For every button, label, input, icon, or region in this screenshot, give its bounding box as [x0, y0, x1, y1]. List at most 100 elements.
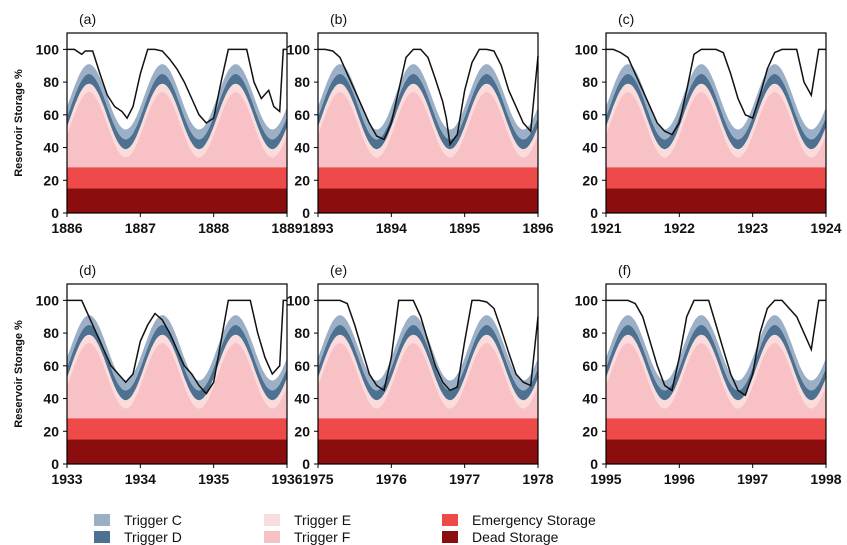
trigger-c-band	[606, 64, 826, 140]
dead-storage-band	[67, 439, 287, 464]
trigger-c-band	[318, 64, 538, 140]
y-tick-label: 40	[43, 140, 59, 156]
x-tick-label: 1996	[664, 471, 695, 487]
y-tick-label: 80	[294, 325, 310, 341]
panel-label: (d)	[79, 262, 96, 278]
panel-d: 0 20 40 60 80 100 1933 1934 1935 1936 (d) Reservoir…	[13, 262, 303, 487]
plot-frame	[317, 283, 539, 465]
trigger-c-band	[67, 64, 287, 140]
x-tick-label: 1978	[522, 471, 553, 487]
y-tick-label: 80	[294, 74, 310, 90]
storage-line	[606, 299, 826, 397]
trigger-f-band	[67, 342, 287, 419]
y-tick-label: 100	[575, 292, 599, 308]
plot-frame	[317, 32, 539, 214]
y-tick-label: 20	[43, 172, 59, 188]
panel-c: 0 20 40 60 80 100 1921 1922 1923 1924 (c)	[575, 11, 842, 236]
x-tick-label: 1896	[522, 220, 553, 236]
panel-label: (b)	[330, 11, 347, 27]
y-tick-label: 0	[590, 456, 598, 472]
panel-label: (f)	[618, 262, 631, 278]
x-tick-label: 1886	[51, 220, 82, 236]
x-tick-label: 1976	[376, 471, 407, 487]
panel-e: 0 20 40 60 80 100 1975 1976 1977 1978 (e)	[287, 262, 554, 487]
panel-label: (a)	[79, 11, 96, 27]
x-tick-label: 1995	[590, 471, 621, 487]
y-tick-label: 60	[582, 358, 598, 374]
y-tick-label: 60	[294, 358, 310, 374]
storage-line	[67, 299, 287, 395]
emergency-storage-band	[67, 167, 287, 189]
legend-label-trigger-c: Trigger C	[124, 512, 182, 528]
legend-swatch-trigger-d	[94, 531, 110, 543]
y-tick-label: 0	[302, 205, 310, 221]
legend-label-trigger-d: Trigger D	[124, 529, 182, 545]
x-tick-label: 1889	[271, 220, 302, 236]
x-tick-label: 1933	[51, 471, 82, 487]
trigger-e-band	[318, 334, 538, 409]
trigger-d-band	[67, 324, 287, 401]
panel-b: 0 20 40 60 80 100 1893 1894 1895 1896 (b)	[287, 11, 554, 236]
y-tick-label: 0	[302, 456, 310, 472]
y-tick-label: 100	[575, 41, 599, 57]
emergency-storage-band	[606, 418, 826, 440]
panel-label: (c)	[618, 11, 634, 27]
dead-storage-band	[318, 188, 538, 213]
x-tick-label: 1888	[198, 220, 229, 236]
panel-label: (e)	[330, 262, 347, 278]
y-tick-label: 20	[294, 423, 310, 439]
y-tick-label: 100	[36, 41, 60, 57]
legend: Trigger C Trigger D Trigger E Trigger F …	[94, 512, 834, 545]
y-tick-label: 80	[582, 325, 598, 341]
y-tick-label: 100	[36, 292, 60, 308]
x-tick-label: 1887	[125, 220, 156, 236]
trigger-c-band	[318, 315, 538, 391]
x-tick-label: 1924	[810, 220, 841, 236]
dead-storage-band	[606, 188, 826, 213]
storage-line	[318, 299, 539, 392]
y-tick-label: 60	[294, 107, 310, 123]
emergency-storage-band	[67, 418, 287, 440]
trigger-e-band	[67, 83, 287, 158]
legend-swatch-trigger-f	[264, 531, 280, 543]
legend-swatch-dead-storage	[442, 531, 458, 543]
emergency-storage-band	[318, 418, 538, 440]
y-tick-label: 0	[51, 456, 59, 472]
legend-swatch-emergency-storage	[442, 514, 458, 526]
trigger-e-band	[606, 83, 826, 158]
x-tick-label: 1975	[302, 471, 333, 487]
y-tick-label: 60	[582, 107, 598, 123]
panel-a: 0 20 40 60 80 100 1886 1887 1888 1889 (a) Reservoir…	[13, 11, 303, 236]
dead-storage-band	[318, 439, 538, 464]
plot-frame	[605, 283, 827, 465]
trigger-f-band	[318, 342, 538, 419]
trigger-f-band	[606, 342, 826, 419]
trigger-d-band	[67, 73, 287, 150]
y-axis-title: Reservoir Storage %	[13, 69, 25, 177]
plot-frame	[66, 283, 288, 465]
x-tick-label: 1935	[198, 471, 229, 487]
legend-label-trigger-e: Trigger E	[294, 512, 352, 528]
storage-line	[606, 48, 826, 136]
x-tick-label: 1977	[449, 471, 480, 487]
y-tick-label: 0	[590, 205, 598, 221]
y-tick-label: 60	[43, 107, 59, 123]
trigger-d-band	[606, 73, 826, 150]
x-tick-label: 1997	[737, 471, 768, 487]
x-tick-label: 1998	[810, 471, 841, 487]
legend-label-emergency-storage: Emergency Storage	[472, 512, 596, 528]
storage-line	[318, 48, 539, 147]
plot-frame	[66, 32, 288, 214]
emergency-storage-band	[606, 167, 826, 189]
dead-storage-band	[67, 188, 287, 213]
y-tick-label: 20	[43, 423, 59, 439]
x-tick-label: 1895	[449, 220, 480, 236]
y-tick-label: 20	[294, 172, 310, 188]
y-tick-label: 20	[582, 423, 598, 439]
trigger-e-band	[318, 83, 538, 158]
legend-swatch-trigger-e	[264, 514, 280, 526]
trigger-f-band	[318, 91, 538, 168]
y-tick-label: 40	[582, 391, 598, 407]
trigger-d-band	[318, 324, 538, 401]
